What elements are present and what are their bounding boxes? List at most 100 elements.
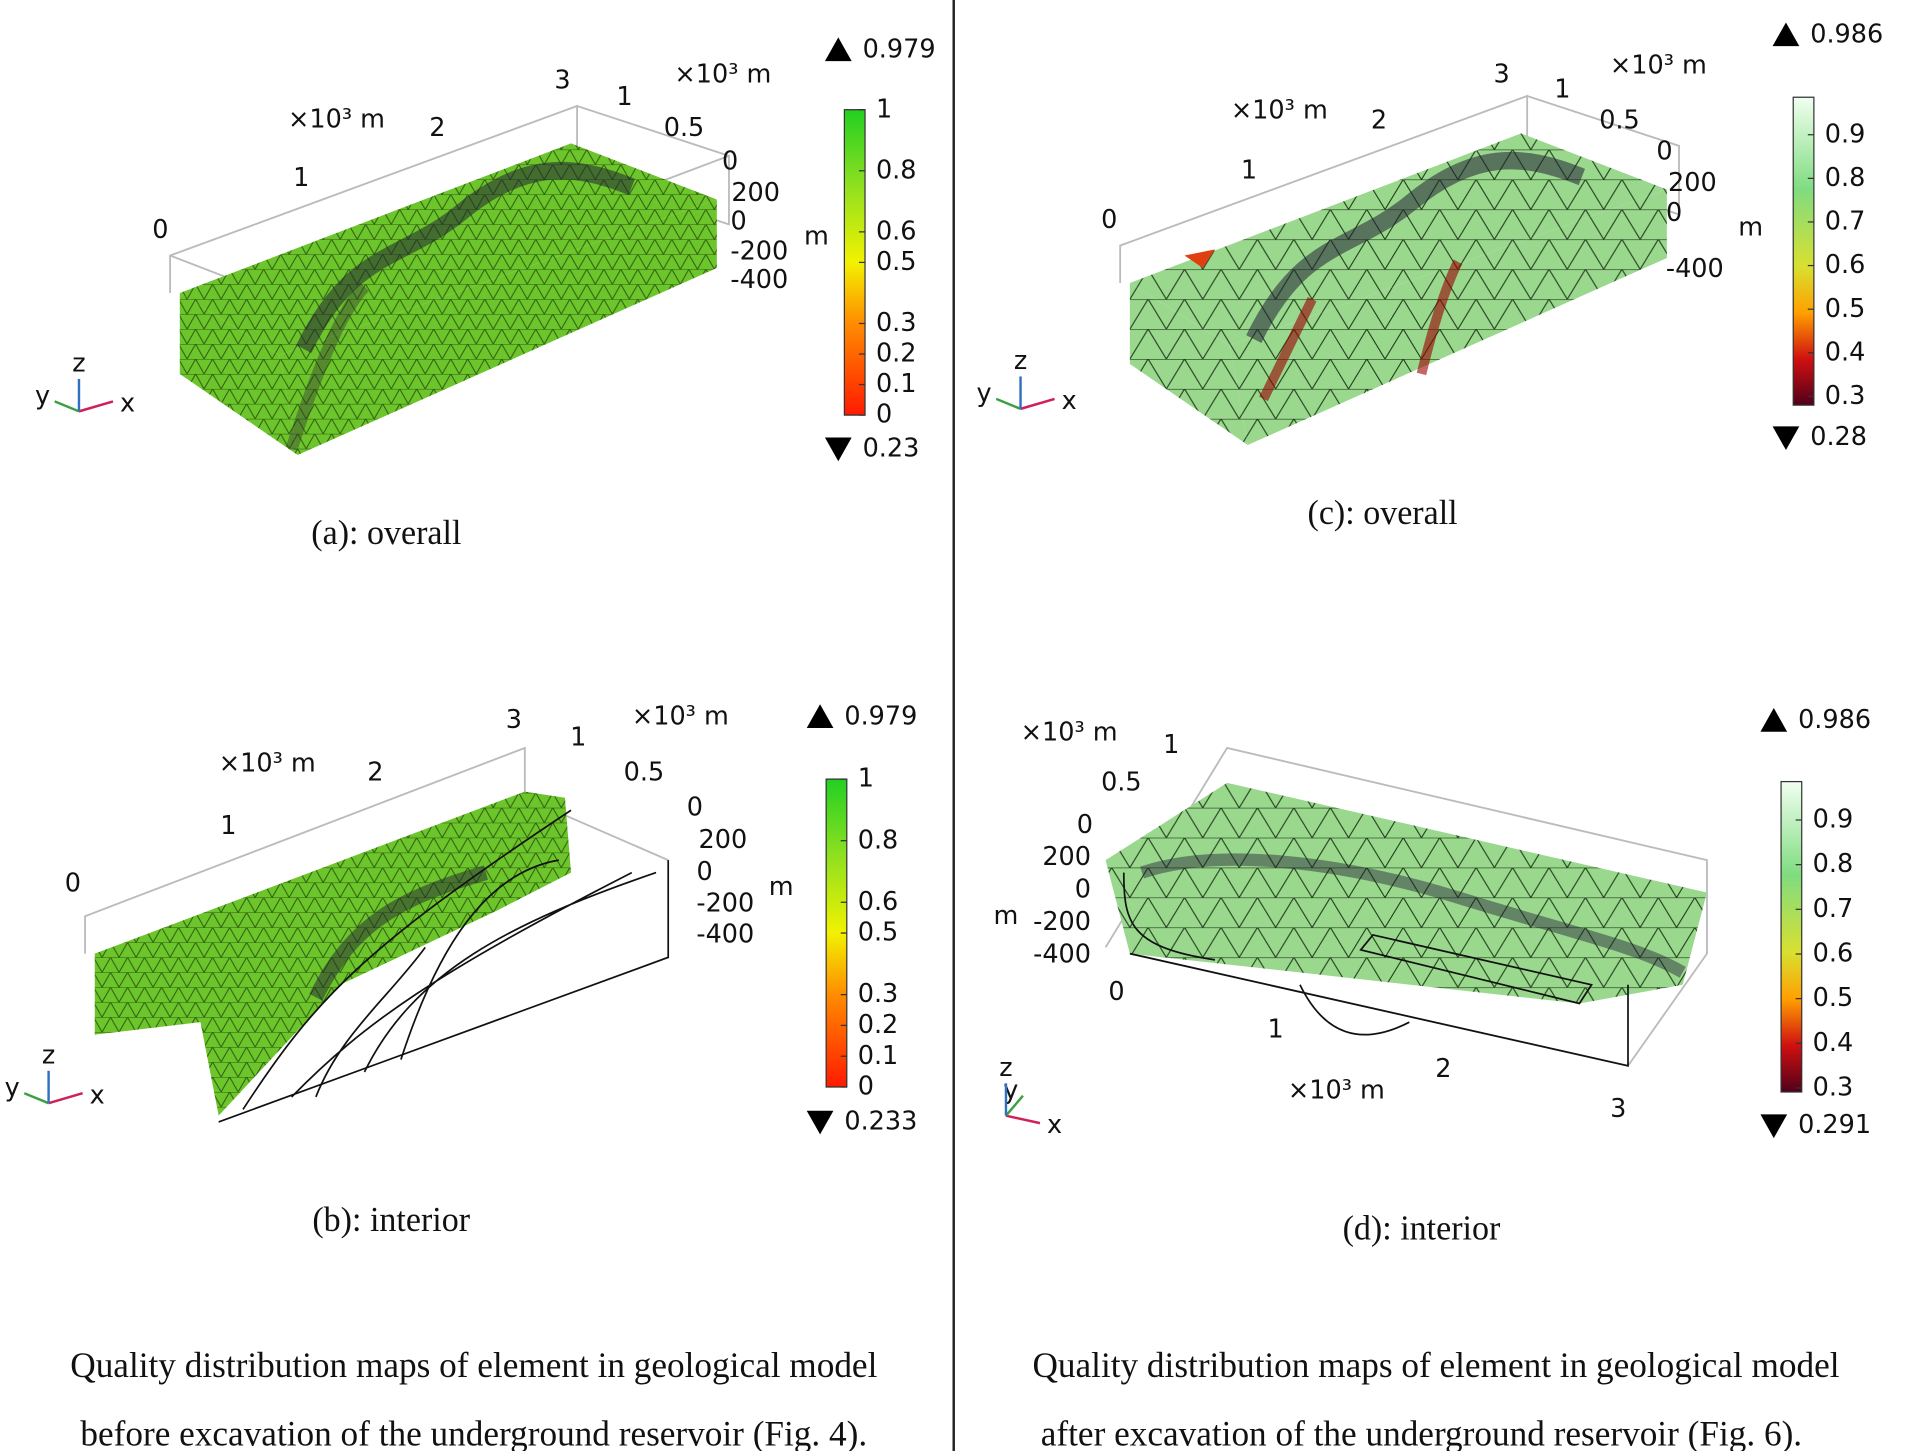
colorbar-tick-label: 0.8 [1825,163,1866,193]
colorbar-tick-label: 1 [858,763,874,793]
panel-caption: (b): interior [312,1201,470,1239]
x-tick-label: 2 [429,113,445,143]
x-tick-label: 0 [152,215,168,245]
y-tick-label: 0 [1656,136,1672,166]
y-axis-unit: ×10³ m [632,701,729,731]
y-axis-unit: ×10³ m [674,59,771,89]
z-tick-label: -400 [730,265,788,295]
min-label: 0.23 [863,433,920,463]
axis-arrow [23,1092,50,1105]
mesh-block [1104,746,1708,1067]
max-marker [806,704,834,728]
colorbar-tick-label: 0.1 [876,369,917,399]
z-axis-unit: m [804,221,829,251]
z-axis-unit: m [769,872,794,902]
x-tick-label: 1 [1241,155,1257,185]
z-tick-label: 200 [1668,168,1717,198]
colorbar-tick-label: 0.3 [858,979,899,1009]
panel-caption: (c): overall [1308,494,1458,532]
colorbar-tick-label: 0.9 [1825,119,1866,149]
x-tick-label: 1 [1268,1014,1284,1044]
panel-caption: (d): interior [1343,1209,1501,1247]
z-tick-label: 0 [1075,874,1091,904]
colorbar-tick-label: 0.1 [858,1041,899,1071]
mesh-block [84,746,670,1123]
y-tick-label: 0.5 [624,757,665,787]
colorbar [1780,780,1803,1093]
y-tick-label: 1 [616,82,632,112]
x-tick-label: 1 [293,163,309,193]
triad-label: x [90,1080,105,1110]
mesh-block [169,104,730,455]
triad-label: z [999,1053,1012,1083]
y-tick-label: 0.5 [664,113,705,143]
axis-arrow [78,400,114,413]
y-tick-label: 0 [1077,810,1093,840]
x-tick-label: 0 [65,868,81,898]
z-tick-label: 200 [699,824,748,854]
colorbar-tick-label: 0.6 [858,887,899,917]
x-tick-label: 3 [1494,59,1510,89]
colorbar-tick-label: 0.6 [1813,938,1854,968]
mesh-block [1119,94,1680,446]
z-tick-label: -400 [1033,939,1091,969]
y-axis-unit: ×10³ m [1610,50,1707,80]
colorbar-tick-label: 0.2 [858,1010,899,1040]
triad-label: x [120,388,135,418]
x-axis-unit: ×10³ m [1231,95,1328,125]
axis-arrow [48,1092,83,1105]
colorbar-tick-label: 0.5 [1825,293,1866,323]
colorbar-tick-label: 0 [858,1071,874,1101]
z-axis-unit: m [994,901,1019,931]
y-tick-label: 1 [570,722,586,752]
z-tick-label: 200 [731,178,780,208]
min-marker [824,437,852,462]
colorbar-tick-label: 0.5 [876,247,917,277]
colorbar-tick-label: 0.3 [1813,1072,1854,1102]
z-tick-label: -200 [696,888,754,918]
x-tick-label: 2 [1371,105,1387,135]
x-tick-label: 2 [367,757,383,787]
triad-label: y [5,1073,20,1103]
axis-arrow [995,397,1021,411]
triad-label: z [72,348,85,378]
max-marker [824,37,852,62]
x-axis-unit: ×10³ m [219,748,316,778]
footer-text: before excavation of the underground res… [80,1413,867,1451]
x-axis-unit: ×10³ m [288,104,385,134]
max-label: 0.986 [1798,705,1871,735]
triad-label: x [1047,1110,1062,1140]
min-marker [1772,426,1800,451]
z-tick-label: 0 [731,206,747,236]
axis-arrow [1005,1094,1024,1117]
triad-label: x [1062,386,1077,416]
colorbar-tick-label: 0.7 [1825,206,1866,236]
colorbar-tick-label: 0.3 [876,308,917,338]
min-marker [1760,1114,1788,1139]
y-tick-label: 0 [722,146,738,176]
max-marker [1760,708,1788,732]
y-tick-label: 1 [1554,74,1570,104]
colorbar-tick-label: 0.4 [1825,337,1866,367]
colorbar-tick-label: 0.6 [1825,250,1866,280]
colorbar-tick-label: 0.5 [858,917,899,947]
triad-label: y [35,381,50,411]
colorbar-tick-label: 0.8 [858,825,899,855]
min-label: 0.28 [1810,422,1867,452]
z-axis-unit: m [1738,212,1763,242]
footer-text: Quality distribution maps of element in … [70,1345,877,1386]
y-tick-label: 0.5 [1599,105,1640,135]
colorbar-tick-label: 0.3 [1825,381,1866,411]
z-tick-label: 0 [1666,197,1682,227]
max-marker [1772,22,1800,47]
panel-caption: (a): overall [311,514,461,552]
colorbar-tick-label: 0.2 [876,338,917,368]
colorbar-tick-label: 0.7 [1813,894,1854,924]
min-label: 0.233 [844,1106,917,1136]
colorbar-tick-label: 0.9 [1813,804,1854,834]
z-tick-label: 200 [1042,842,1091,872]
colorbar-tick-label: 1 [876,94,892,124]
min-marker [806,1110,834,1135]
colorbar-tick-label: 0.8 [876,155,917,185]
